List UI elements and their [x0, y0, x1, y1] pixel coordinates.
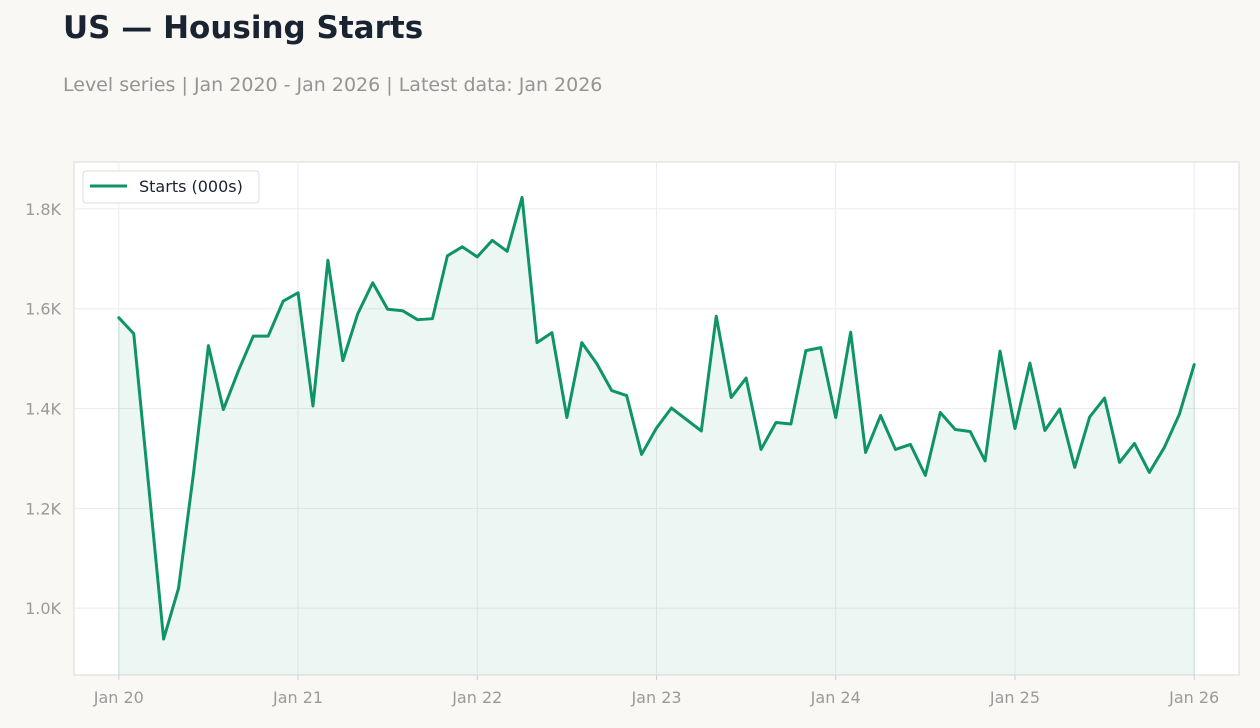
data-point — [460, 245, 464, 249]
y-axis-ticks: 1.0K 1.2K 1.4K 1.6K 1.8K — [25, 200, 61, 618]
data-point — [908, 442, 912, 446]
data-point — [595, 362, 599, 366]
page-subtitle: Level series | Jan 2020 - Jan 2026 | Lat… — [63, 74, 603, 96]
data-point — [191, 471, 195, 475]
data-point — [386, 307, 390, 311]
data-point — [580, 341, 584, 345]
x-tick-label: Jan 21 — [272, 688, 323, 707]
data-point — [864, 450, 868, 454]
data-point — [550, 331, 554, 335]
data-point — [625, 394, 629, 398]
data-point — [236, 369, 240, 373]
data-point — [162, 637, 166, 641]
x-tick-label: Jan 22 — [451, 688, 502, 707]
legend: Starts (000s) — [82, 170, 260, 204]
data-point — [684, 418, 688, 422]
y-tick-label: 1.4K — [25, 400, 61, 419]
page-title: US — Housing Starts — [63, 10, 424, 46]
legend-label: Starts (000s) — [139, 177, 243, 196]
data-point — [819, 346, 823, 350]
data-point — [879, 414, 883, 418]
data-point — [430, 317, 434, 321]
data-point — [1162, 445, 1166, 449]
data-point — [326, 258, 330, 262]
data-point — [1132, 441, 1136, 445]
x-axis-ticks: Jan 20 Jan 21 Jan 22 Jan 23 Jan 24 Jan 25 Jan … — [93, 675, 1219, 707]
legend-box — [82, 170, 260, 204]
data-point — [475, 255, 479, 259]
data-point — [1192, 363, 1196, 367]
data-point — [983, 459, 987, 463]
data-point — [266, 334, 270, 338]
x-tick-label: Jan 23 — [630, 688, 681, 707]
data-point — [311, 404, 315, 408]
data-point — [490, 238, 494, 242]
data-point — [655, 426, 659, 430]
data-point — [1088, 415, 1092, 419]
data-point — [789, 422, 793, 426]
x-tick-label: Jan 20 — [93, 688, 144, 707]
data-point — [445, 254, 449, 258]
data-point — [669, 406, 673, 410]
data-point — [177, 586, 181, 590]
data-point — [416, 318, 420, 322]
data-point — [744, 376, 748, 380]
x-tick-label: Jan 24 — [810, 688, 861, 707]
data-point — [774, 420, 778, 424]
data-point — [147, 484, 151, 488]
data-point — [281, 299, 285, 303]
data-point — [968, 429, 972, 433]
data-point — [371, 281, 375, 285]
y-tick-label: 1.8K — [25, 200, 61, 219]
data-point — [1028, 361, 1032, 365]
data-point — [610, 389, 614, 393]
series-line — [117, 195, 1196, 641]
data-point — [640, 452, 644, 456]
data-point — [1118, 460, 1122, 464]
data-point — [1013, 426, 1017, 430]
data-point — [938, 411, 942, 415]
data-point — [565, 416, 569, 420]
data-point — [117, 316, 121, 320]
data-point — [834, 416, 838, 420]
data-point — [401, 309, 405, 313]
data-point — [729, 396, 733, 400]
data-point — [998, 349, 1002, 353]
data-point — [923, 473, 927, 477]
data-point — [132, 332, 136, 336]
series-area — [118, 197, 1195, 675]
data-point — [714, 314, 718, 318]
data-point — [296, 291, 300, 295]
y-tick-label: 1.6K — [25, 300, 61, 319]
series-line-group — [117, 195, 1196, 641]
y-tick-label: 1.2K — [25, 499, 61, 518]
y-tick-label: 1.0K — [25, 599, 61, 618]
data-point — [535, 341, 539, 345]
data-point — [505, 249, 509, 253]
data-point — [206, 344, 210, 348]
data-point — [520, 195, 524, 199]
data-point — [849, 330, 853, 334]
data-point — [1058, 407, 1062, 411]
series-area-fill — [118, 197, 1195, 675]
data-point — [893, 447, 897, 451]
data-point — [251, 334, 255, 338]
data-point — [1177, 413, 1181, 417]
grid-lines — [74, 162, 1239, 675]
x-tick-label: Jan 26 — [1168, 688, 1219, 707]
data-point — [1073, 465, 1077, 469]
data-point — [1147, 470, 1151, 474]
data-point — [1103, 396, 1107, 400]
data-point — [804, 349, 808, 353]
data-point — [1043, 428, 1047, 432]
data-point — [341, 359, 345, 363]
data-point — [759, 447, 763, 451]
x-tick-label: Jan 25 — [989, 688, 1040, 707]
data-point — [356, 312, 360, 316]
data-point — [699, 429, 703, 433]
data-point — [221, 408, 225, 412]
data-point — [953, 427, 957, 431]
